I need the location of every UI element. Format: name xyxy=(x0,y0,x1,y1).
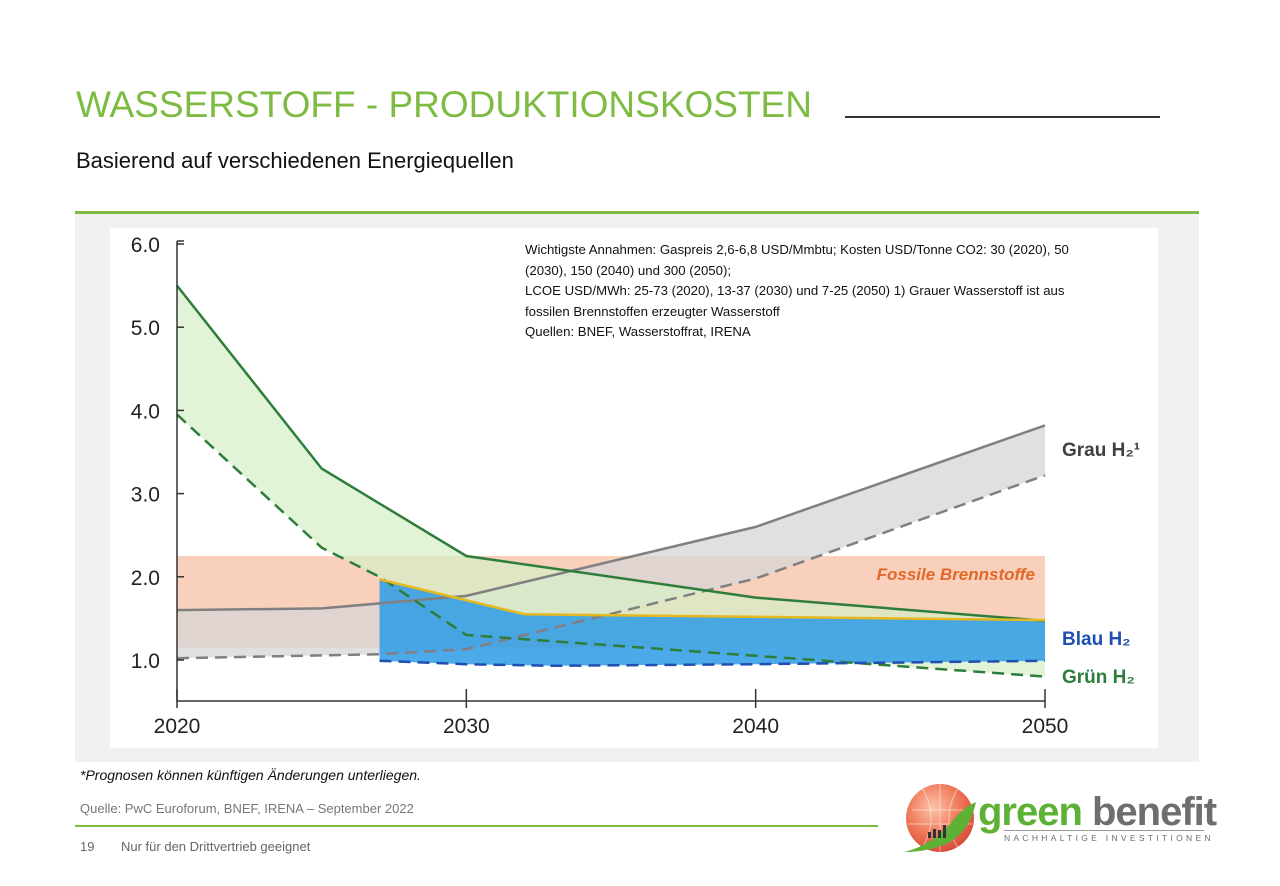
y-tick-label: 3.0 xyxy=(131,484,160,507)
globe-leaf-icon xyxy=(904,784,976,852)
chart-annotation: Wichtigste Annahmen: Gaspreis 2,6-6,8 US… xyxy=(525,240,1155,343)
band-blau-h xyxy=(379,579,1045,666)
y-tick-label: 4.0 xyxy=(131,400,160,423)
y-tick-label: 5.0 xyxy=(131,317,160,340)
disclaimer: *Prognosen können künftigen Änderungen u… xyxy=(80,767,421,783)
title-underline xyxy=(845,116,1160,118)
annotation-line: fossilen Brennstoffen erzeugter Wasserst… xyxy=(525,303,780,319)
page-subtitle: Basierend auf verschiedenen Energiequell… xyxy=(76,148,514,173)
annotation-line: (2030), 150 (2040) und 300 (2050); xyxy=(525,262,732,278)
green-benefit-logo: green benefit NACHHALTIGE INVESTITIONEN xyxy=(900,780,1217,860)
x-tick-label: 2020 xyxy=(154,715,201,738)
footer-note: Nur für den Drittvertrieb geeignet xyxy=(121,839,311,854)
series-label-blau-h: Blau H₂ xyxy=(1062,629,1131,650)
upper-line-blau-h xyxy=(379,578,1046,622)
series-label-grün-h: Grün H₂ xyxy=(1062,667,1135,688)
annotation-line: Wichtigste Annahmen: Gaspreis 2,6-6,8 US… xyxy=(525,242,1069,257)
x-tick-label: 2040 xyxy=(732,715,779,738)
annotation-line: LCOE USD/MWh: 25-73 (2020), 13-37 (2030)… xyxy=(525,283,1065,298)
logo-word-benefit: benefit xyxy=(1092,790,1217,834)
lower-line-grau-h xyxy=(176,474,1046,660)
band-grün-h xyxy=(177,285,1045,677)
x-tick-label: 2030 xyxy=(443,715,490,738)
logo-rule xyxy=(1004,830,1204,831)
y-tick-label: 1.0 xyxy=(131,650,160,673)
upper-line-grau-h xyxy=(176,424,1046,612)
divider xyxy=(75,211,1199,214)
source-note: Quelle: PwC Euroforum, BNEF, IRENA – Sep… xyxy=(80,801,414,816)
page-number: 19 xyxy=(80,839,95,854)
series-label-grau-h: Grau H₂¹ xyxy=(1062,440,1140,461)
y-tick-label: 6.0 xyxy=(131,234,160,257)
lower-line-grün-h xyxy=(176,413,1046,678)
series-label-fossile-brennstoffe: Fossile Brennstoffe xyxy=(877,565,1035,584)
logo-tagline: NACHHALTIGE INVESTITIONEN xyxy=(1004,833,1214,843)
page-title: WASSERSTOFF - PRODUKTIONSKOSTEN xyxy=(76,84,812,125)
upper-line-grün-h xyxy=(176,284,1046,623)
logo-word-green: green xyxy=(978,790,1083,834)
x-tick-label: 2050 xyxy=(1022,715,1069,738)
lower-line-blau-h xyxy=(379,659,1046,668)
y-tick-label: 2.0 xyxy=(131,567,160,590)
footer-divider xyxy=(75,825,878,827)
annotation-line: Quellen: BNEF, Wasserstoffrat, IRENA xyxy=(525,324,751,339)
